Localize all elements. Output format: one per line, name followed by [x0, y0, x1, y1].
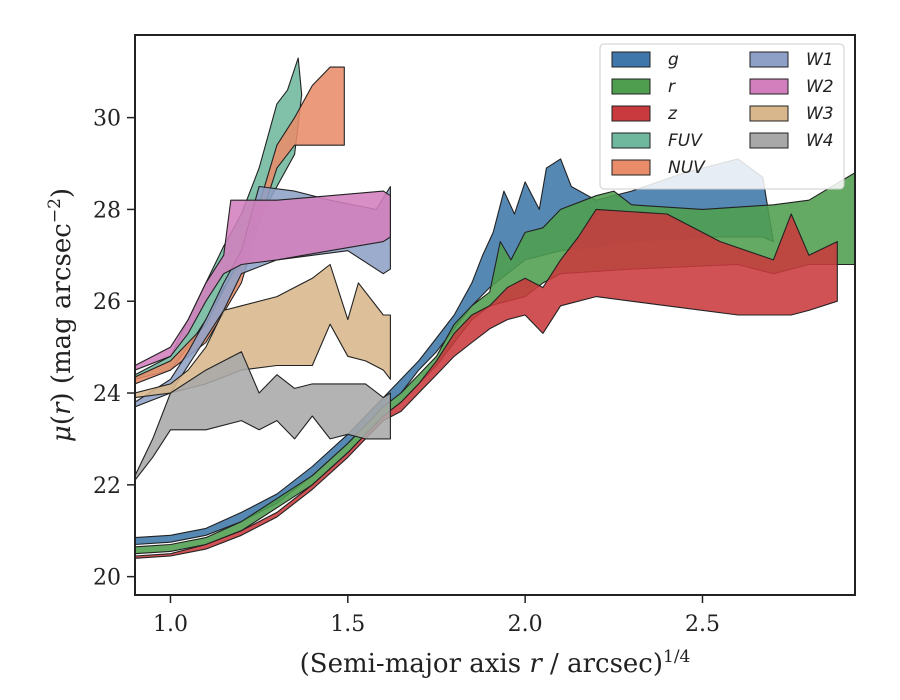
legend-label-g: g	[668, 50, 679, 70]
y-tick-label: 26	[93, 290, 121, 315]
legend-swatch-z	[611, 105, 651, 122]
axis-ticks: 1.0 1.5 2.0 2.5 20 22 24 26 28 30	[93, 107, 720, 637]
legend-swatch-fuv	[611, 132, 651, 149]
legend-label-w4: W4	[806, 131, 834, 151]
legend-swatch-w1	[749, 51, 789, 68]
x-tick-label: 1.0	[153, 612, 188, 637]
x-tick-label: 2.5	[685, 612, 720, 637]
band-w2	[135, 190, 391, 371]
legend-label-r: r	[668, 77, 676, 97]
legend-swatch-w3	[749, 105, 789, 122]
legend-swatch-w4	[749, 132, 789, 149]
y-tick-label: 24	[93, 382, 121, 407]
y-axis-label: μ(r) (mag arcsec−2)	[45, 188, 77, 442]
y-tick-label: 28	[93, 198, 121, 223]
legend-label-w2: W2	[806, 77, 834, 97]
legend-swatch-w2	[749, 78, 789, 95]
y-tick-label: 20	[93, 566, 121, 591]
legend-label-w3: W3	[806, 104, 834, 124]
band-w4	[135, 351, 391, 481]
y-tick-label: 30	[93, 107, 121, 132]
legend-label-nuv: NUV	[668, 158, 706, 178]
y-tick-label: 22	[93, 474, 121, 499]
legend-label-fuv: FUV	[668, 131, 703, 151]
plot-area	[135, 57, 855, 559]
legend-swatch-g	[611, 51, 651, 68]
plot-frame	[134, 34, 856, 596]
legend-label-z: z	[667, 104, 678, 124]
x-tick-label: 2.0	[508, 612, 543, 637]
x-axis-label: (Semi-major axis r / arcsec)1/4	[300, 647, 691, 679]
legend: grz FUV NUV W1 W2 W3 W4	[599, 43, 845, 190]
legend-swatch-nuv	[611, 159, 651, 176]
x-tick-label: 1.5	[330, 612, 365, 637]
legend-swatch-r	[611, 78, 651, 95]
legend-label-w1: W1	[806, 50, 834, 70]
